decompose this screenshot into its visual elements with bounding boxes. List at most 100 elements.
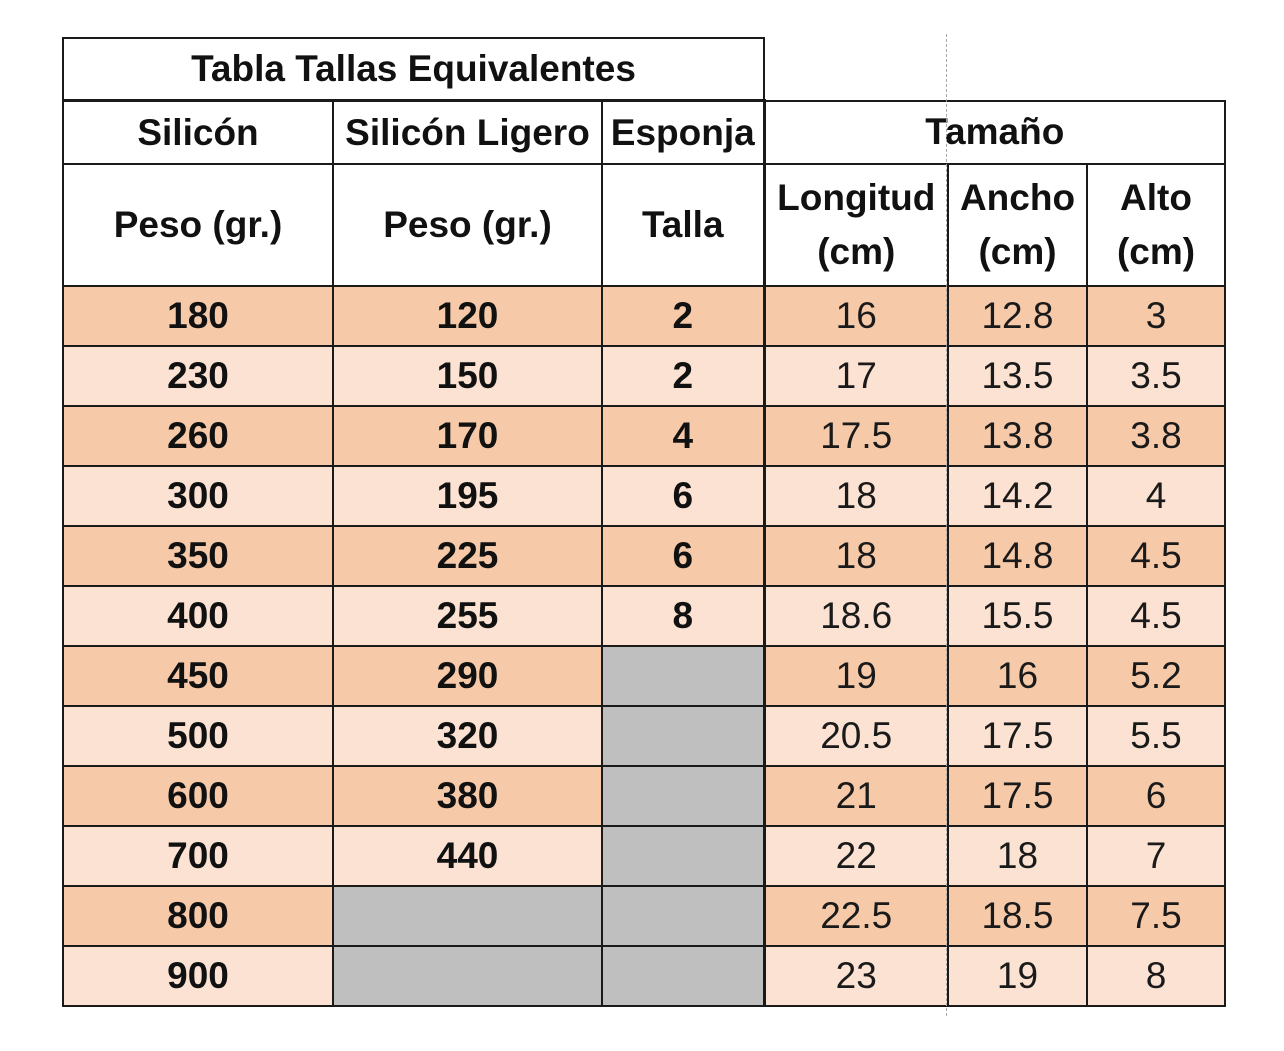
subheader-ancho-label: Ancho (959, 177, 1076, 219)
empty-cell (601, 945, 766, 1007)
cell-ancho: 12.8 (947, 285, 1088, 347)
table-row: 180 120 2 16 12.8 3 (62, 285, 1226, 347)
cell-longitud: 18.6 (762, 585, 949, 647)
cell-silicon-peso: 350 (62, 525, 334, 587)
cell-esponja-talla: 2 (601, 345, 766, 407)
cell-alto: 7.5 (1086, 885, 1226, 947)
cell-alto: 6 (1086, 765, 1226, 827)
table-row: 500 320 20.5 17.5 5.5 (62, 705, 1226, 767)
cell-ligero-peso: 255 (332, 585, 603, 647)
cell-ancho: 17.5 (947, 765, 1088, 827)
cell-ancho: 18 (947, 825, 1088, 887)
cell-alto: 3.5 (1086, 345, 1226, 407)
table-row: 260 170 4 17.5 13.8 3.8 (62, 405, 1226, 467)
cell-ligero-peso: 120 (332, 285, 603, 347)
cell-longitud: 22 (762, 825, 949, 887)
header-silicon-ligero: Silicón Ligero (332, 99, 603, 165)
empty-cell (601, 705, 766, 767)
cell-silicon-peso: 900 (62, 945, 334, 1007)
cell-ancho: 14.8 (947, 525, 1088, 587)
header-silicon: Silicón (62, 99, 334, 165)
cell-ligero-peso: 195 (332, 465, 603, 527)
table-row: 230 150 2 17 13.5 3.5 (62, 345, 1226, 407)
table-row: 450 290 19 16 5.2 (62, 645, 1226, 707)
cell-alto: 4 (1086, 465, 1226, 527)
cell-esponja-talla: 4 (601, 405, 766, 467)
sub-header-row: Peso (gr.) Peso (gr.) Talla Longitud (cm… (62, 163, 1226, 287)
subheader-alto-unit: (cm) (1116, 231, 1196, 272)
cell-longitud: 17 (762, 345, 949, 407)
table-row: 700 440 22 18 7 (62, 825, 1226, 887)
cell-longitud: 19 (762, 645, 949, 707)
cell-esponja-talla: 6 (601, 465, 766, 527)
size-equivalence-table: Tabla Tallas Equivalentes Silicón Silicó… (62, 37, 1226, 1007)
cell-ligero-peso: 290 (332, 645, 603, 707)
cell-silicon-peso: 230 (62, 345, 334, 407)
cell-longitud: 20.5 (762, 705, 949, 767)
subheader-peso-ligero: Peso (gr.) (332, 163, 603, 287)
cell-longitud: 16 (762, 285, 949, 347)
subheader-longitud-unit: (cm) (817, 231, 896, 272)
table-row: 300 195 6 18 14.2 4 (62, 465, 1226, 527)
cell-ancho: 16 (947, 645, 1088, 707)
cell-longitud: 21 (762, 765, 949, 827)
cell-silicon-peso: 180 (62, 285, 334, 347)
cell-ligero-peso: 225 (332, 525, 603, 587)
table-title: Tabla Tallas Equivalentes (62, 37, 765, 102)
cell-alto: 4.5 (1086, 585, 1226, 647)
empty-cell (332, 945, 603, 1007)
cell-esponja-talla: 8 (601, 585, 766, 647)
header-esponja: Esponja (601, 99, 766, 165)
cell-longitud: 18 (762, 465, 949, 527)
cell-ancho: 15.5 (947, 585, 1088, 647)
header-tamano: Tamaño (762, 99, 1226, 165)
cell-alto: 3 (1086, 285, 1226, 347)
cell-ancho: 18.5 (947, 885, 1088, 947)
empty-cell (332, 885, 603, 947)
cell-alto: 4.5 (1086, 525, 1226, 587)
cell-ligero-peso: 380 (332, 765, 603, 827)
cell-ligero-peso: 320 (332, 705, 603, 767)
table-row: 600 380 21 17.5 6 (62, 765, 1226, 827)
subheader-alto-label: Alto (1120, 177, 1192, 219)
empty-cell (601, 765, 766, 827)
subheader-alto: Alto (cm) (1086, 163, 1226, 287)
cell-ancho: 14.2 (947, 465, 1088, 527)
cell-ligero-peso: 150 (332, 345, 603, 407)
cell-esponja-talla: 6 (601, 525, 766, 587)
table-row: 800 22.5 18.5 7.5 (62, 885, 1226, 947)
cell-silicon-peso: 450 (62, 645, 334, 707)
cell-longitud: 17.5 (762, 405, 949, 467)
cell-ancho: 13.5 (947, 345, 1088, 407)
empty-cell (601, 885, 766, 947)
empty-cell (601, 825, 766, 887)
subheader-peso-silicon: Peso (gr.) (62, 163, 334, 287)
table-row: 350 225 6 18 14.8 4.5 (62, 525, 1226, 587)
cell-ligero-peso: 440 (332, 825, 603, 887)
cell-silicon-peso: 500 (62, 705, 334, 767)
cell-alto: 5.5 (1086, 705, 1226, 767)
cell-longitud: 18 (762, 525, 949, 587)
cell-alto: 5.2 (1086, 645, 1226, 707)
cell-ligero-peso: 170 (332, 405, 603, 467)
cell-silicon-peso: 700 (62, 825, 334, 887)
cell-alto: 8 (1086, 945, 1226, 1007)
cell-silicon-peso: 600 (62, 765, 334, 827)
cell-longitud: 22.5 (762, 885, 949, 947)
group-header-row: Silicón Silicón Ligero Esponja Tamaño (62, 99, 1226, 165)
table-row: 900 23 19 8 (62, 945, 1226, 1007)
table-row: 400 255 8 18.6 15.5 4.5 (62, 585, 1226, 647)
subheader-longitud-label: Longitud (777, 177, 936, 219)
cell-silicon-peso: 260 (62, 405, 334, 467)
cell-ancho: 17.5 (947, 705, 1088, 767)
subheader-ancho: Ancho (cm) (947, 163, 1088, 287)
cell-alto: 7 (1086, 825, 1226, 887)
cell-alto: 3.8 (1086, 405, 1226, 467)
subheader-talla: Talla (601, 163, 766, 287)
title-row: Tabla Tallas Equivalentes (62, 37, 1225, 102)
cell-silicon-peso: 400 (62, 585, 334, 647)
cell-silicon-peso: 300 (62, 465, 334, 527)
cell-ancho: 19 (947, 945, 1088, 1007)
blank-corner (763, 38, 1225, 102)
subheader-ancho-unit: (cm) (978, 231, 1057, 272)
